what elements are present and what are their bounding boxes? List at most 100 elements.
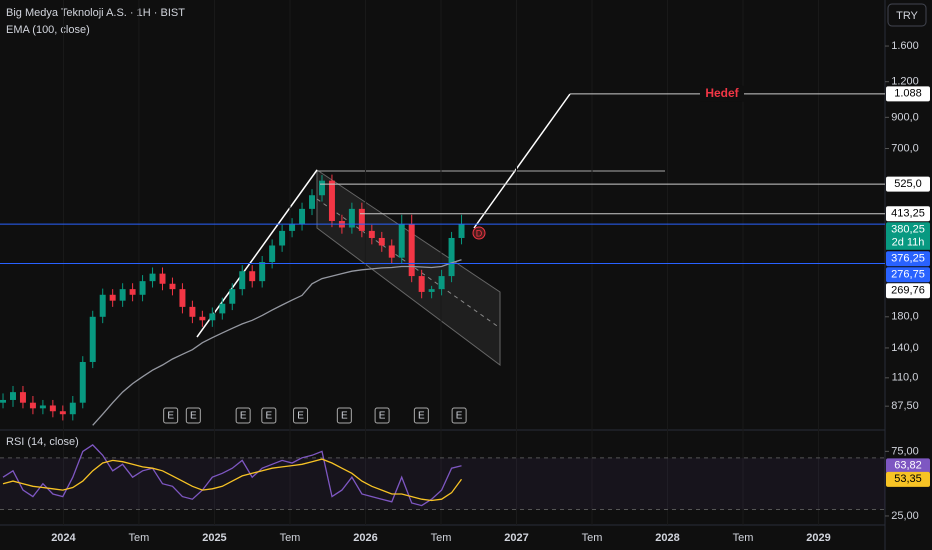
event-marker [261, 407, 277, 424]
candle-body [259, 262, 266, 282]
event-marker [374, 407, 390, 424]
candle-body [279, 230, 286, 246]
x-tick-label: Tem [582, 532, 603, 544]
event-marker [451, 407, 467, 424]
x-tick-label: Tem [431, 532, 452, 544]
countdown-box [886, 235, 930, 250]
candle-body [179, 289, 186, 307]
candle-body [229, 289, 236, 304]
event-label: E [341, 411, 348, 422]
candle-body [39, 405, 46, 409]
x-tick-label: 2029 [806, 532, 830, 544]
candle-body [378, 237, 385, 246]
x-tick-label: 2024 [51, 532, 76, 544]
rsi-line [2, 444, 462, 507]
event-label: E [167, 411, 174, 422]
candle-body [358, 208, 365, 231]
rsi-y-tick-label: 25,00 [891, 510, 919, 522]
rsi-line [2, 458, 463, 502]
indicator-label: EMA (100, close) [6, 24, 90, 36]
event-label: E [240, 411, 247, 422]
candle-body [209, 313, 216, 321]
price-label: 376,25 [891, 253, 925, 265]
y-tick-label: 140,0 [891, 342, 919, 354]
y-tick-label: 900,0 [891, 111, 919, 123]
candle-body [159, 273, 166, 284]
candle-body [249, 271, 256, 282]
candle-body [119, 289, 126, 301]
candle-body [418, 276, 425, 292]
event-marker [185, 407, 201, 424]
price-label-box [886, 222, 930, 238]
candle-body [458, 224, 465, 238]
candle-body [29, 402, 36, 409]
rsi-value-box [886, 471, 930, 487]
candle-body [309, 195, 316, 209]
x-tick-label: Tem [280, 532, 301, 544]
candle-body [368, 230, 375, 238]
channel-mid [316, 198, 501, 329]
candle-body [0, 399, 7, 403]
price-label-box [886, 251, 930, 267]
price-label: 380,25 [891, 224, 925, 236]
candle-body [289, 224, 296, 231]
candle-body [139, 281, 146, 295]
y-tick-label: 1.600 [891, 40, 919, 52]
candle-body [169, 283, 176, 290]
dividend-marker-label: D [476, 228, 483, 238]
event-marker [293, 407, 309, 424]
rsi-title: RSI (14, close) [6, 436, 79, 448]
event-label: E [418, 411, 425, 422]
price-label: 1.088 [894, 88, 922, 100]
target-line [473, 93, 571, 229]
x-tick-label: 2026 [353, 532, 377, 544]
y-tick-label: 700,0 [891, 142, 919, 154]
currency-button[interactable] [887, 3, 927, 27]
candle-body [19, 392, 26, 403]
candle-body [348, 208, 355, 228]
rsi-band [0, 457, 885, 510]
candle-body [109, 294, 116, 301]
candle-body [328, 180, 335, 221]
candle-body [408, 224, 415, 277]
candle-body [79, 361, 86, 403]
candle-body [9, 392, 16, 400]
y-tick-label: 1.200 [891, 76, 919, 88]
candle-body [149, 273, 156, 282]
candle-body [199, 316, 206, 321]
event-marker [413, 407, 429, 424]
x-tick-label: 2025 [202, 532, 226, 544]
x-tick-label: Tem [733, 532, 754, 544]
candle-body [89, 316, 96, 362]
target-label: Hedef [705, 86, 739, 100]
event-label: E [379, 411, 386, 422]
rsi-value-label: 63,82 [894, 460, 922, 472]
candle-body [59, 411, 66, 415]
trend-line [196, 169, 318, 338]
currency[interactable]: TRY [896, 10, 918, 22]
x-tick-label: Tem [129, 532, 150, 544]
candle-body [438, 276, 445, 290]
price-label: 276,75 [891, 269, 925, 281]
candle-body [219, 303, 226, 314]
candle-body [99, 294, 106, 317]
x-tick-label: 2028 [655, 532, 679, 544]
candle-body [428, 289, 435, 292]
price-label-box [886, 176, 930, 192]
price-label: 269,76 [891, 285, 925, 297]
dividend-marker [472, 226, 486, 240]
price-label: 413,25 [891, 208, 925, 220]
event-marker [235, 407, 251, 424]
event-label: E [265, 411, 272, 422]
candle-body [189, 306, 196, 317]
candle-body [69, 402, 76, 415]
y-tick-label: 87,50 [891, 400, 919, 412]
rsi-value-label: 53,35 [894, 473, 922, 485]
event-label: E [297, 411, 304, 422]
y-tick-label: 110,0 [892, 372, 919, 384]
candle-body [129, 289, 136, 295]
candle-body [299, 208, 306, 225]
chart-title: Big Medya Teknoloji A.S. · 1H · BIST [6, 7, 185, 19]
candle-body [398, 224, 405, 258]
